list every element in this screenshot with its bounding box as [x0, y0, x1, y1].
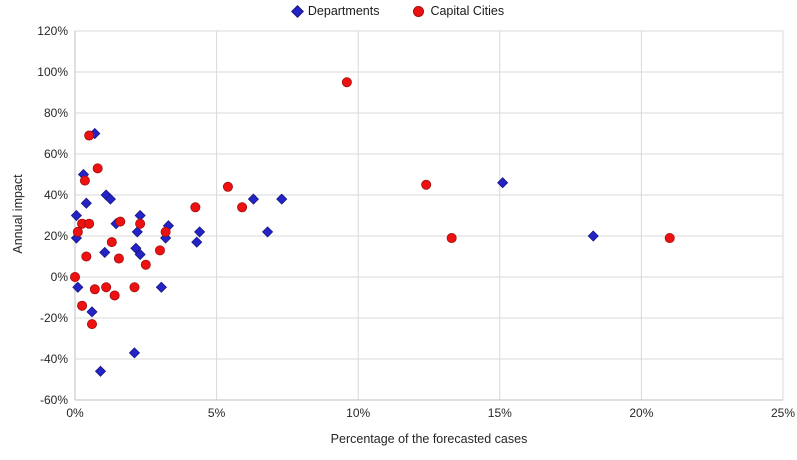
data-point-capital-cities[interactable] — [86, 319, 97, 330]
y-tick-label: 120% — [37, 24, 68, 38]
data-point-departments[interactable] — [94, 365, 107, 377]
data-point-capital-cities[interactable] — [106, 237, 117, 248]
y-tick-label: -60% — [40, 393, 68, 407]
data-point-departments[interactable] — [131, 226, 143, 238]
data-point-capital-cities[interactable] — [135, 218, 146, 229]
diamond-icon — [291, 4, 304, 18]
data-point-departments[interactable] — [134, 248, 146, 261]
y-tick-label: 20% — [44, 229, 68, 243]
x-tick-label: 25% — [771, 406, 795, 420]
data-point-capital-cities[interactable] — [84, 130, 95, 141]
y-tick-label: 100% — [37, 65, 68, 79]
data-point-capital-cities[interactable] — [77, 300, 88, 311]
data-point-departments[interactable] — [276, 193, 288, 205]
x-tick-label: 20% — [629, 406, 653, 420]
data-point-departments[interactable] — [194, 226, 206, 238]
data-point-capital-cities[interactable] — [84, 218, 95, 229]
data-point-departments[interactable] — [104, 193, 116, 205]
y-tick-label: 0% — [51, 270, 69, 284]
chart-legend: Departments Capital Cities — [0, 2, 797, 20]
data-point-departments[interactable] — [70, 209, 82, 222]
x-axis-title: Percentage of the forecasted cases — [330, 432, 528, 446]
y-tick-label: 80% — [44, 106, 68, 120]
data-point-capital-cities[interactable] — [92, 163, 103, 174]
data-point-capital-cities[interactable] — [70, 271, 81, 282]
data-point-departments[interactable] — [155, 281, 167, 293]
data-point-capital-cities[interactable] — [341, 77, 352, 88]
data-point-departments[interactable] — [99, 246, 111, 258]
data-point-capital-cities[interactable] — [154, 245, 165, 256]
data-point-departments[interactable] — [80, 197, 92, 209]
data-point-capital-cities[interactable] — [421, 179, 432, 190]
legend-item-capital-cities[interactable]: Capital Cities — [413, 4, 504, 18]
data-point-departments[interactable] — [247, 193, 259, 205]
y-tick-label: 40% — [44, 188, 68, 202]
y-tick-label: -20% — [40, 311, 68, 325]
data-point-departments[interactable] — [86, 306, 98, 318]
data-point-departments[interactable] — [72, 281, 84, 293]
data-point-capital-cities[interactable] — [664, 233, 675, 244]
data-point-capital-cities[interactable] — [190, 202, 201, 213]
x-tick-label: 5% — [208, 406, 226, 420]
data-point-capital-cities[interactable] — [237, 202, 248, 213]
circle-icon — [413, 5, 425, 17]
data-point-capital-cities[interactable] — [446, 233, 457, 244]
data-point-capital-cities[interactable] — [160, 226, 171, 237]
y-axis-title: Annual impact — [11, 174, 25, 254]
data-point-departments[interactable] — [262, 226, 274, 238]
data-point-capital-cities[interactable] — [129, 282, 140, 293]
data-point-capital-cities[interactable] — [109, 290, 120, 301]
data-point-departments[interactable] — [191, 236, 203, 248]
data-point-capital-cities[interactable] — [89, 284, 100, 295]
x-tick-label: 15% — [488, 406, 512, 420]
y-tick-label: -40% — [40, 352, 68, 366]
data-point-departments[interactable] — [497, 177, 509, 189]
legend-item-departments[interactable]: Departments — [291, 4, 380, 18]
data-point-capital-cities[interactable] — [101, 282, 112, 293]
data-point-capital-cities[interactable] — [81, 251, 92, 262]
data-point-capital-cities[interactable] — [222, 181, 233, 192]
y-tick-label: 60% — [44, 147, 68, 161]
data-point-departments[interactable] — [128, 347, 141, 359]
data-point-capital-cities[interactable] — [72, 226, 83, 237]
x-tick-label: 10% — [346, 406, 370, 420]
legend-label: Departments — [307, 4, 380, 18]
data-point-capital-cities[interactable] — [115, 216, 126, 227]
data-point-departments[interactable] — [587, 230, 599, 242]
x-tick-label: 0% — [66, 406, 84, 420]
legend-label: Capital Cities — [430, 4, 505, 18]
data-point-capital-cities[interactable] — [113, 253, 124, 264]
data-point-capital-cities[interactable] — [79, 175, 90, 186]
data-point-capital-cities[interactable] — [140, 259, 151, 270]
